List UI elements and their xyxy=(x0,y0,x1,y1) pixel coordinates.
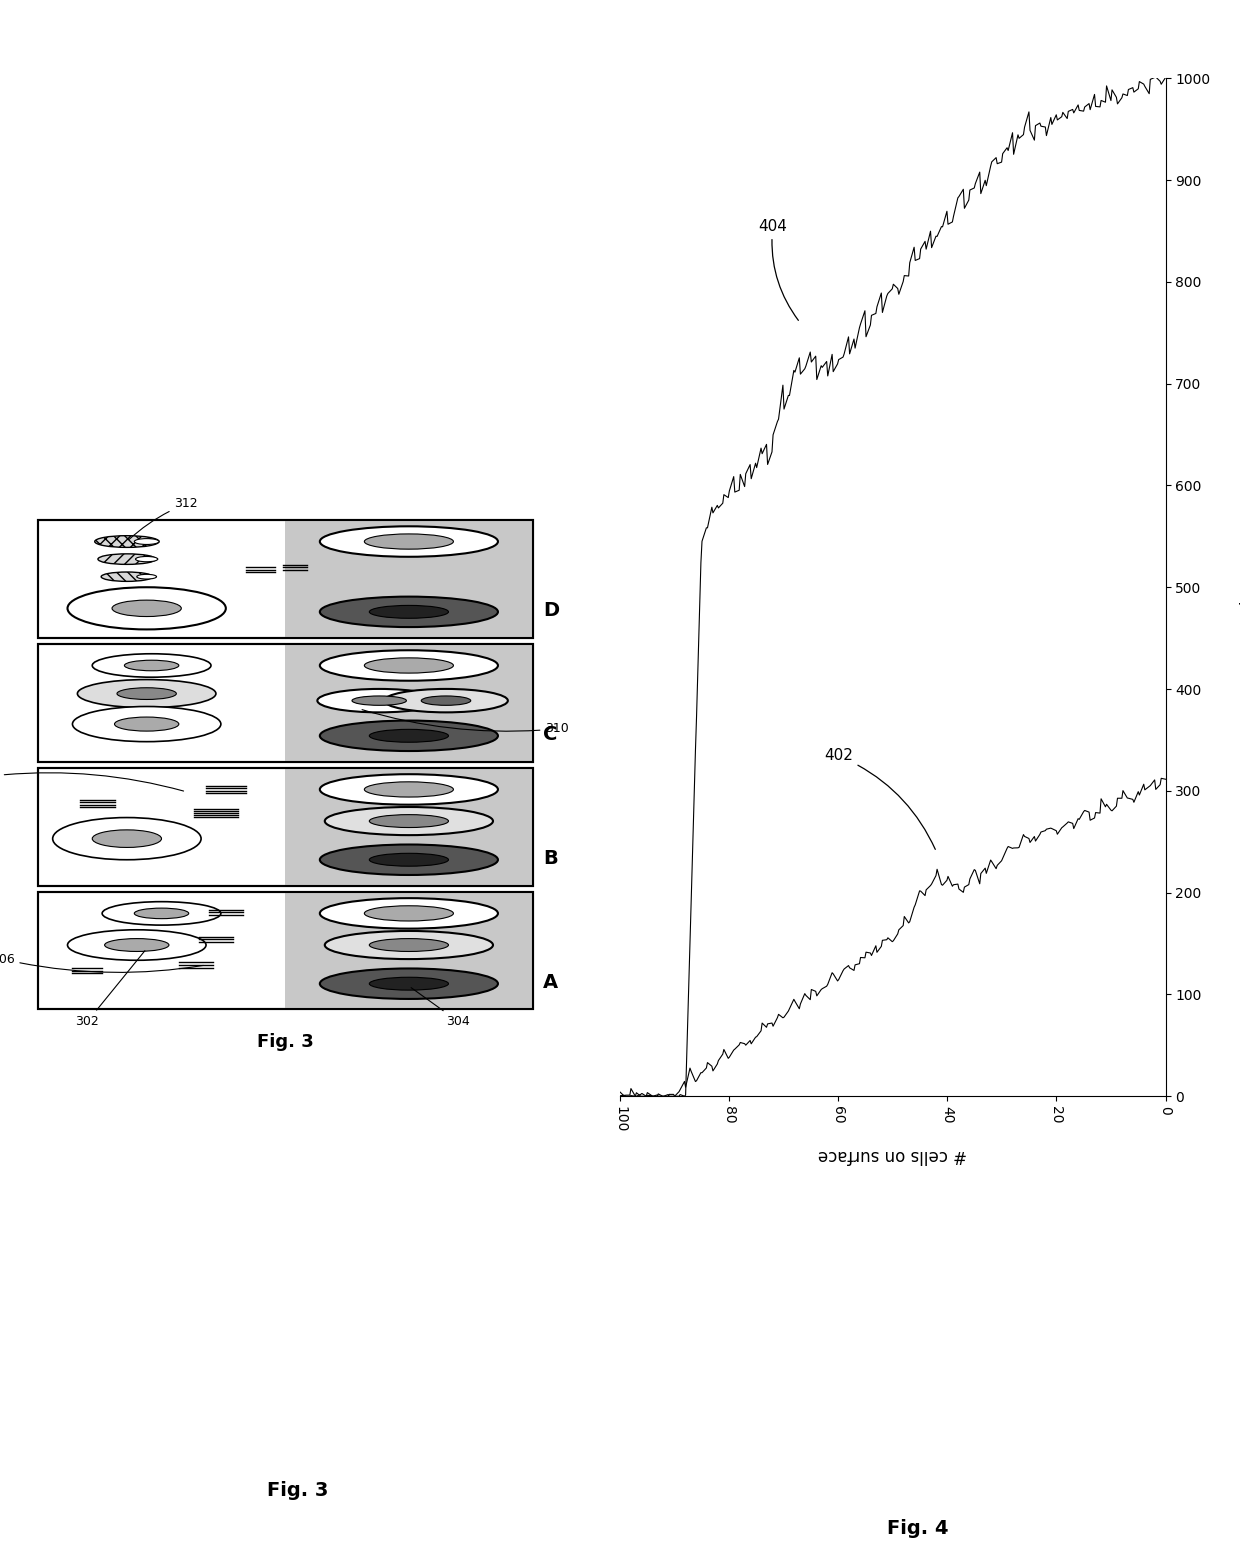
Ellipse shape xyxy=(94,536,159,548)
Ellipse shape xyxy=(365,905,454,921)
Text: 312: 312 xyxy=(129,498,198,540)
Y-axis label: Force (pN): Force (pN) xyxy=(1239,545,1240,630)
Ellipse shape xyxy=(102,572,153,581)
Ellipse shape xyxy=(370,814,449,827)
Bar xyxy=(38,893,533,1010)
Bar xyxy=(285,644,533,761)
Text: 308: 308 xyxy=(0,770,184,791)
Ellipse shape xyxy=(320,968,498,999)
Ellipse shape xyxy=(422,695,471,705)
Ellipse shape xyxy=(384,689,508,713)
Bar xyxy=(38,520,533,637)
Ellipse shape xyxy=(320,650,498,681)
Ellipse shape xyxy=(370,853,449,866)
Text: Fig. 3: Fig. 3 xyxy=(257,1034,314,1051)
Ellipse shape xyxy=(117,687,176,700)
Text: 304: 304 xyxy=(412,988,470,1029)
Bar xyxy=(285,520,533,637)
Bar xyxy=(285,893,533,1010)
Ellipse shape xyxy=(77,680,216,708)
Bar xyxy=(285,769,533,885)
Ellipse shape xyxy=(124,661,179,670)
Ellipse shape xyxy=(365,781,454,797)
Ellipse shape xyxy=(102,902,221,926)
X-axis label: # cells on surface: # cells on surface xyxy=(818,1146,967,1164)
Ellipse shape xyxy=(135,556,157,562)
Ellipse shape xyxy=(52,817,201,860)
Ellipse shape xyxy=(320,774,498,805)
Ellipse shape xyxy=(352,695,407,705)
Ellipse shape xyxy=(67,930,206,960)
Bar xyxy=(38,893,533,1010)
Text: D: D xyxy=(543,601,559,620)
Text: 302: 302 xyxy=(76,951,145,1029)
Ellipse shape xyxy=(320,597,498,626)
Ellipse shape xyxy=(114,717,179,731)
Ellipse shape xyxy=(365,534,454,550)
Ellipse shape xyxy=(98,554,156,564)
Ellipse shape xyxy=(320,526,498,557)
Text: 404: 404 xyxy=(759,219,799,321)
Text: B: B xyxy=(543,849,558,868)
Ellipse shape xyxy=(317,689,441,713)
Ellipse shape xyxy=(134,908,188,919)
Ellipse shape xyxy=(325,930,494,958)
Text: Fig. 3: Fig. 3 xyxy=(267,1481,329,1500)
Ellipse shape xyxy=(112,600,181,617)
Ellipse shape xyxy=(370,977,449,990)
Text: Fig. 4: Fig. 4 xyxy=(887,1519,949,1538)
Ellipse shape xyxy=(320,720,498,752)
Ellipse shape xyxy=(136,575,156,579)
Ellipse shape xyxy=(320,899,498,929)
Bar xyxy=(38,520,533,637)
Text: A: A xyxy=(543,972,558,991)
Ellipse shape xyxy=(72,706,221,742)
Ellipse shape xyxy=(370,938,449,952)
Ellipse shape xyxy=(67,587,226,630)
Ellipse shape xyxy=(325,806,494,835)
Ellipse shape xyxy=(370,730,449,742)
Text: C: C xyxy=(543,725,557,744)
Ellipse shape xyxy=(370,606,449,619)
Ellipse shape xyxy=(134,539,159,545)
Ellipse shape xyxy=(104,938,169,952)
Text: 402: 402 xyxy=(823,749,935,849)
Text: 306: 306 xyxy=(0,952,203,972)
Bar xyxy=(38,769,533,885)
Ellipse shape xyxy=(365,658,454,673)
Ellipse shape xyxy=(92,653,211,677)
Text: 310: 310 xyxy=(362,709,569,736)
Ellipse shape xyxy=(320,844,498,875)
Ellipse shape xyxy=(92,830,161,847)
Bar xyxy=(38,644,533,761)
Bar xyxy=(38,644,533,761)
Bar xyxy=(38,769,533,885)
